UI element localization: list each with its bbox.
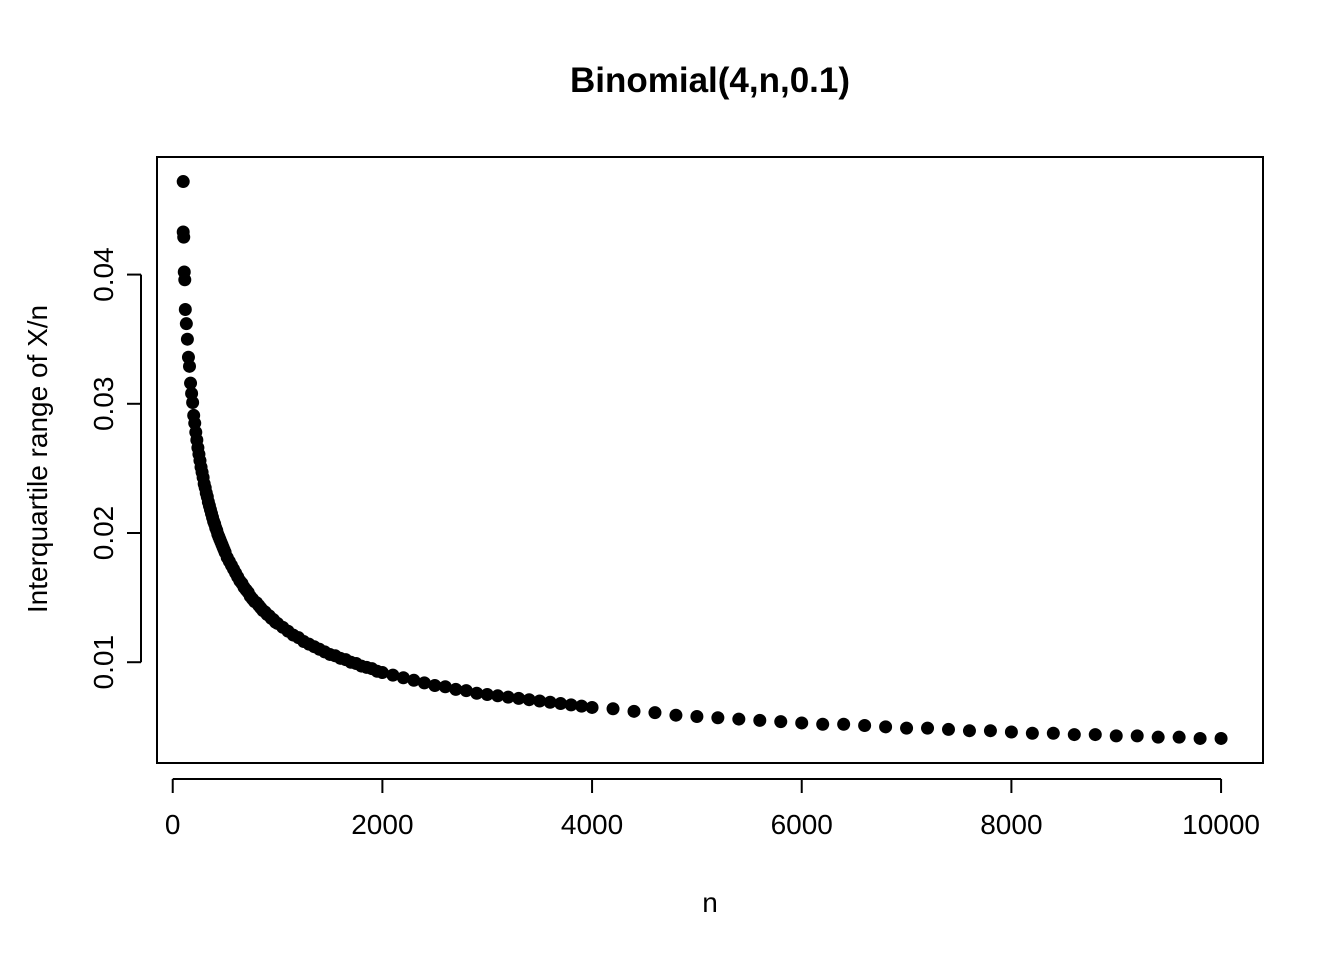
data-point [407, 673, 421, 687]
data-point [470, 686, 484, 700]
data-points [176, 175, 1228, 745]
data-point [1151, 730, 1165, 744]
y-tick-label: 0.01 [88, 635, 119, 690]
data-point [512, 691, 526, 705]
data-point [428, 678, 442, 692]
data-point [816, 717, 830, 731]
data-point [501, 690, 515, 704]
x-tick-label: 6000 [771, 809, 833, 840]
data-point [491, 689, 505, 703]
data-point [983, 724, 997, 738]
data-point [179, 317, 193, 331]
data-point [774, 715, 788, 729]
data-point [396, 671, 410, 685]
data-point [178, 273, 192, 287]
data-point [1214, 731, 1228, 745]
data-point [459, 684, 473, 698]
data-point [1109, 729, 1123, 743]
data-point [438, 680, 452, 694]
data-point [177, 230, 191, 244]
data-point [533, 694, 547, 708]
data-point [962, 724, 976, 738]
data-point [186, 396, 200, 409]
data-point [1046, 726, 1060, 740]
x-tick-label: 2000 [351, 809, 413, 840]
data-point [183, 359, 196, 373]
data-point [711, 711, 725, 725]
data-point [648, 706, 662, 720]
data-point [554, 697, 568, 711]
plot-frame [156, 156, 1264, 764]
data-point [184, 376, 198, 390]
data-point [1025, 726, 1039, 740]
y-axis-label: Interquartile range of X/n [22, 305, 53, 613]
data-point [627, 704, 641, 718]
data-point [795, 716, 809, 730]
data-point [176, 175, 190, 189]
data-point [449, 682, 463, 696]
data-point [669, 708, 683, 722]
data-point [942, 722, 955, 736]
data-point [858, 719, 872, 733]
data-point [1130, 729, 1144, 743]
data-point [1004, 725, 1018, 739]
data-point [900, 721, 914, 735]
data-point [564, 698, 578, 712]
y-tick-label: 0.03 [88, 377, 119, 432]
data-point [1193, 731, 1207, 745]
data-point [1067, 728, 1081, 742]
data-point [732, 712, 746, 726]
data-point [386, 668, 400, 682]
data-point [480, 688, 494, 702]
y-tick-label: 0.02 [88, 506, 119, 561]
data-point [180, 332, 194, 346]
data-point [879, 720, 893, 734]
data-point [1088, 728, 1102, 742]
chart-title: Binomial(4,n,0.1) [570, 61, 850, 100]
data-point [417, 676, 431, 690]
data-point [837, 717, 851, 731]
x-axis: 0 2000 4000 6000 8000 10000 [165, 778, 1260, 840]
data-point [543, 695, 557, 709]
y-axis: 0.01 0.02 0.03 0.04 [88, 247, 142, 690]
data-point [585, 700, 599, 714]
data-point [690, 709, 704, 723]
x-tick-label: 0 [165, 809, 181, 840]
data-point [375, 666, 389, 680]
data-point [522, 693, 536, 707]
y-tick-label: 0.04 [88, 247, 119, 302]
data-point [921, 721, 935, 735]
x-tick-label: 10000 [1182, 809, 1260, 840]
data-point [575, 699, 589, 713]
x-tick-label: 4000 [561, 809, 623, 840]
data-point [178, 302, 192, 316]
x-axis-label: n [702, 887, 718, 918]
data-point [753, 713, 767, 727]
data-point [606, 702, 620, 716]
data-point [1172, 730, 1186, 744]
x-tick-label: 8000 [980, 809, 1042, 840]
